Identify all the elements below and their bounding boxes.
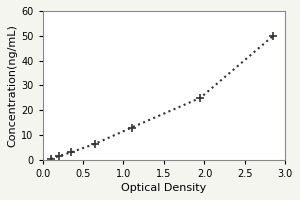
X-axis label: Optical Density: Optical Density (121, 183, 207, 193)
Y-axis label: Concentration(ng/mL): Concentration(ng/mL) (7, 24, 17, 147)
